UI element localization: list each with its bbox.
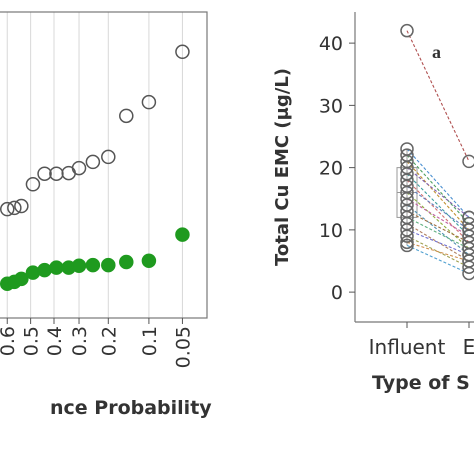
- x-tick-label: 0.6: [0, 326, 19, 356]
- data-point: [7, 200, 22, 216]
- data-point: [175, 227, 190, 242]
- lines-layer: [396, 30, 470, 274]
- x-tick-label: 0.4: [44, 326, 66, 356]
- data-point: [49, 166, 64, 181]
- data-point: [462, 266, 474, 281]
- x-tick-label: 0.3: [69, 326, 91, 356]
- y-axis-title: Total Cu EMC (μg/L): [272, 68, 293, 266]
- pair-line: [406, 148, 470, 218]
- y-tick-label: 20: [319, 158, 343, 180]
- pair-line: [406, 185, 470, 231]
- x-tick-label: 0.1: [139, 326, 161, 356]
- x-tick-label: 0.05: [172, 326, 194, 368]
- data-point: [14, 271, 29, 287]
- data-point: [141, 94, 157, 110]
- data-point: [14, 198, 29, 214]
- pair-line: [406, 216, 470, 250]
- data-point: [85, 257, 101, 273]
- data-point: [462, 154, 474, 169]
- data-point: [71, 258, 87, 274]
- data-point: [119, 108, 134, 124]
- y-tick-label: 0: [331, 282, 343, 304]
- marks-layer: [0, 23, 474, 292]
- data-point: [400, 235, 414, 250]
- x-tick-label: 0.5: [21, 326, 43, 356]
- x-axis-title: Type of S: [372, 372, 470, 394]
- data-point: [25, 265, 41, 280]
- y-tick-label: 30: [319, 95, 343, 117]
- data-point: [400, 23, 414, 38]
- x-tick-label: Influent: [369, 335, 446, 359]
- y-tick-label: 10: [319, 220, 343, 242]
- data-point: [0, 201, 15, 217]
- pair-line: [406, 30, 470, 162]
- data-point: [37, 166, 52, 181]
- annotation: a: [432, 42, 441, 62]
- x-tick-label: E: [463, 335, 474, 359]
- pair-line: [406, 235, 470, 268]
- data-point: [400, 229, 414, 243]
- data-point: [101, 257, 116, 273]
- data-point: [101, 149, 116, 165]
- data-point: [49, 260, 64, 275]
- plot-frame: [0, 11, 208, 319]
- labels-layer: 0.6 0.5 0.4 0.3 0.2 0.1 0.05 0 10 20 30 40 Influent E: [0, 33, 474, 368]
- y-tick-label: 40: [319, 33, 343, 55]
- pair-line: [406, 192, 470, 249]
- pair-line: [406, 161, 470, 231]
- pair-line: [406, 204, 470, 256]
- pair-line: [406, 244, 470, 274]
- frame-layer: [0, 11, 474, 328]
- pair-line: [406, 154, 470, 225]
- x-axis-title: nce Probability: [50, 397, 212, 419]
- data-point: [175, 44, 190, 60]
- pair-line: [406, 229, 470, 256]
- data-point: [400, 238, 414, 253]
- data-point: [37, 262, 52, 278]
- data-point: [85, 154, 101, 170]
- data-point: [141, 253, 157, 269]
- pair-line: [406, 223, 470, 262]
- pair-line: [406, 210, 470, 243]
- data-point: [462, 260, 474, 274]
- pair-line: [406, 167, 470, 218]
- data-point: [25, 177, 41, 192]
- grid-layer: [6, 12, 183, 318]
- pair-line: [406, 198, 470, 237]
- data-point: [119, 254, 134, 270]
- data-point: [71, 160, 87, 176]
- pair-line: [406, 241, 470, 262]
- x-tick-label: 0.2: [98, 326, 120, 356]
